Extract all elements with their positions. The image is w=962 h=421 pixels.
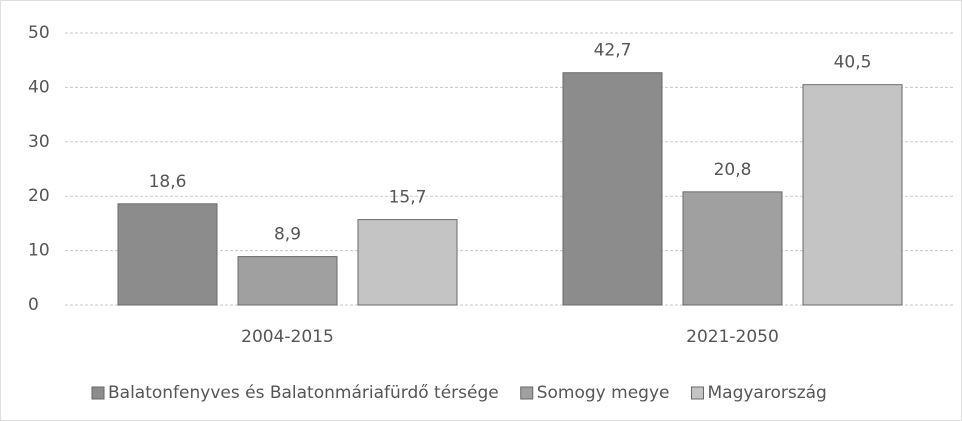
y-tick-label: 40: [28, 77, 50, 97]
y-tick-label: 0: [28, 295, 39, 315]
value-label: 18,6: [149, 172, 187, 192]
value-label: 20,8: [714, 160, 752, 180]
y-tick-label: 50: [28, 23, 50, 43]
legend-label: Balatonfenyves és Balatonmáriafürdő térs…: [108, 383, 499, 403]
value-label: 40,5: [834, 53, 872, 73]
value-label: 8,9: [274, 225, 301, 245]
y-tick-label: 30: [28, 132, 50, 152]
value-label: 15,7: [389, 188, 427, 208]
bar: [682, 191, 783, 306]
bar: [562, 72, 663, 306]
bar: [357, 219, 458, 306]
x-tick-label: 2004-2015: [241, 327, 334, 347]
value-label: 42,7: [594, 41, 632, 61]
legend-label: Magyarország: [707, 383, 826, 403]
bar: [117, 203, 218, 306]
y-tick-label: 10: [28, 241, 50, 261]
legend-swatch: [520, 386, 534, 400]
bar: [237, 256, 338, 306]
legend-swatch: [690, 386, 704, 400]
legend-swatch: [91, 386, 105, 400]
y-tick-label: 20: [28, 186, 50, 206]
legend-label: Somogy megye: [537, 383, 670, 403]
x-tick-label: 2021-2050: [686, 327, 779, 347]
bar: [802, 84, 903, 306]
